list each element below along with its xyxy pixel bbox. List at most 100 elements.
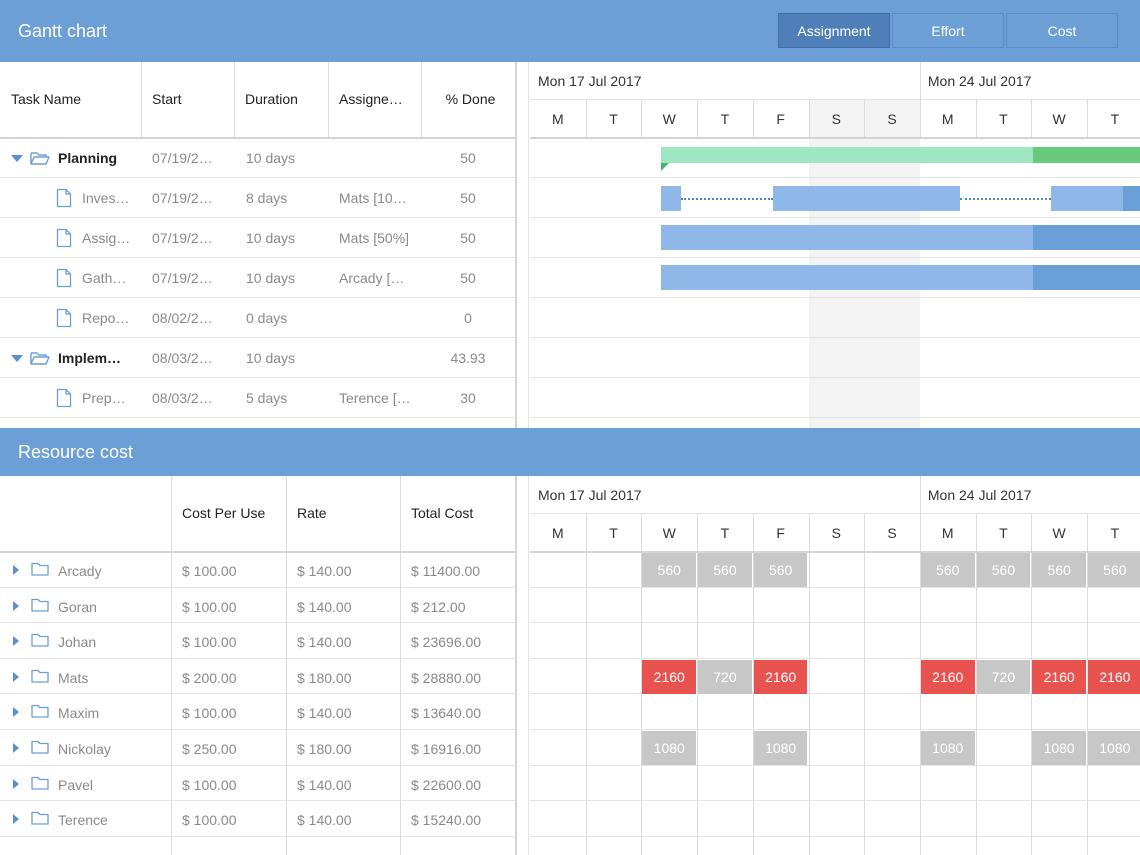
row-divider: [0, 417, 515, 418]
resource-name: Arcady: [58, 563, 102, 579]
task-bar-segment[interactable]: [661, 186, 681, 211]
resource-cost-per-use: $ 100.00: [182, 812, 237, 829]
day-divider: [808, 100, 810, 138]
timeline-row-divider: [530, 257, 1140, 258]
cost-cell[interactable]: 1080: [753, 731, 808, 765]
gantt-header: Gantt chart Assignment Effort Cost: [0, 0, 1140, 62]
task-row[interactable]: Assig… 07/19/2… 10 days Mats [50%] 50: [0, 218, 515, 258]
cost-cell[interactable]: 560: [642, 553, 697, 587]
expand-caret-icon[interactable]: [13, 707, 19, 718]
cost-cell-overallocated[interactable]: 2160: [753, 659, 808, 694]
cost-cell[interactable]: 1080: [1088, 731, 1140, 765]
col-done-header[interactable]: % Done: [445, 91, 496, 107]
expand-caret-icon[interactable]: [13, 636, 19, 647]
folder-open-icon: [30, 152, 50, 165]
day-label: W: [662, 111, 676, 127]
cost-view-button[interactable]: Cost: [1006, 13, 1118, 48]
task-assignee: Mats [50%]: [339, 230, 410, 246]
col-cost-per-use-header[interactable]: Cost Per Use: [182, 505, 266, 521]
expand-caret-icon[interactable]: [13, 814, 19, 825]
expand-caret-icon[interactable]: [13, 565, 19, 575]
resource-name: Maxim: [58, 705, 100, 722]
cost-cell[interactable]: 560: [753, 553, 808, 587]
resource-row[interactable]: Nickolay $ 250.00 $ 180.00 $ 16916.00: [0, 730, 515, 766]
task-start: 08/02/2…: [152, 310, 213, 326]
resource-row[interactable]: Arcady $ 100.00 $ 140.00 $ 11400.00: [0, 552, 515, 588]
cost-cell[interactable]: 1080: [642, 731, 697, 765]
resource-cost-per-use: $ 100.00: [182, 598, 237, 615]
resource-rate: $ 140.00: [297, 705, 352, 722]
timeline-row-divider: [530, 417, 1140, 418]
day-label: T: [609, 525, 618, 541]
row-divider: [0, 622, 515, 624]
cost-cell[interactable]: 560: [1032, 553, 1086, 587]
expand-caret-icon[interactable]: [13, 743, 19, 753]
task-percent-done: 50: [460, 150, 476, 166]
task-bar[interactable]: [661, 225, 1033, 250]
task-bar[interactable]: [661, 265, 1033, 290]
cost-cell[interactable]: 560: [698, 553, 752, 587]
cost-cell-overallocated[interactable]: 2160: [1088, 659, 1140, 694]
cost-cell[interactable]: 560: [1088, 553, 1140, 587]
col-task-name-header[interactable]: Task Name: [11, 91, 82, 107]
day-label: S: [831, 111, 842, 127]
gantt-splitter[interactable]: [515, 62, 529, 428]
cost-cell[interactable]: 560: [920, 553, 975, 587]
task-row[interactable]: Repo… 08/02/2… 0 days 0: [0, 298, 515, 338]
folder-icon: [31, 776, 49, 790]
expand-caret-icon[interactable]: [13, 671, 19, 682]
timeline-row-divider: [530, 764, 1140, 766]
task-row[interactable]: Planning 07/19/2… 10 days 50: [0, 138, 515, 178]
cost-cell-overallocated[interactable]: 2160: [920, 659, 975, 694]
column-divider: [400, 476, 401, 855]
resource-grid: Cost Per Use Rate Total Cost Arcady $ 100.00…: [0, 476, 515, 855]
cost-cell-overallocated[interactable]: 2160: [642, 659, 697, 694]
expand-caret-icon[interactable]: [11, 155, 23, 162]
task-row[interactable]: Gath… 07/19/2… 10 days Arcady [… 50: [0, 258, 515, 298]
assignment-view-button[interactable]: Assignment: [778, 13, 890, 48]
summary-bar[interactable]: [661, 147, 1033, 163]
resource-cost-per-use: $ 100.00: [182, 776, 237, 793]
col-assignee-header[interactable]: Assigne…: [339, 91, 403, 107]
resource-row[interactable]: Terence $ 100.00 $ 140.00 $ 15240.00: [0, 801, 515, 837]
task-assignee: Terence […: [339, 390, 411, 406]
task-row[interactable]: Inves… 07/19/2… 8 days Mats [10… 50: [0, 178, 515, 218]
task-duration: 10 days: [246, 350, 296, 366]
expand-caret-icon[interactable]: [13, 778, 19, 789]
resource-name: Johan: [58, 634, 97, 651]
resource-row[interactable]: Pavel $ 100.00 $ 140.00 $ 22600.00: [0, 766, 515, 802]
resource-row[interactable]: Maxim $ 100.00 $ 140.00 $ 13640.00: [0, 694, 515, 730]
week-row-divider: [530, 513, 1140, 514]
file-icon: [56, 228, 72, 248]
cost-cell-overallocated[interactable]: 2160: [1032, 659, 1086, 694]
folder-icon: [31, 598, 49, 612]
cost-cell[interactable]: 720: [976, 659, 1031, 694]
col-total-cost-header[interactable]: Total Cost: [411, 505, 474, 521]
task-duration: 5 days: [246, 390, 288, 406]
timeline-row-divider: [530, 729, 1140, 730]
col-rate-header[interactable]: Rate: [297, 505, 327, 521]
effort-view-button[interactable]: Effort: [892, 13, 1004, 48]
cost-cell[interactable]: 1080: [920, 731, 975, 765]
day-label: W: [1052, 111, 1066, 127]
task-bar-segment[interactable]: [1051, 186, 1123, 211]
col-duration-header[interactable]: Duration: [245, 91, 298, 107]
cost-cell[interactable]: 1080: [1032, 731, 1086, 765]
resource-row[interactable]: Johan $ 100.00 $ 140.00 $ 23696.00: [0, 623, 515, 659]
header-divider: [0, 551, 515, 553]
resource-row[interactable]: Goran $ 100.00 $ 140.00 $ 212.00: [0, 588, 515, 624]
task-bar-segment[interactable]: [773, 186, 960, 211]
timeline-row-divider: [530, 177, 1140, 178]
resource-row[interactable]: Mats $ 200.00 $ 180.00 $ 28880.00: [0, 659, 515, 695]
expand-caret-icon[interactable]: [13, 600, 19, 611]
day-divider: [1087, 514, 1088, 855]
task-row[interactable]: Implem… 08/03/2… 10 days 43.93: [0, 338, 515, 378]
task-row[interactable]: Prep… 08/03/2… 5 days Terence [… 30: [0, 378, 515, 418]
expand-caret-icon[interactable]: [11, 355, 23, 362]
day-divider: [585, 100, 587, 138]
col-start-header[interactable]: Start: [152, 91, 182, 107]
resource-splitter[interactable]: [515, 476, 529, 855]
cost-cell[interactable]: 560: [976, 553, 1031, 587]
task-bar-progress: [1033, 225, 1140, 250]
cost-cell[interactable]: 720: [698, 659, 752, 694]
